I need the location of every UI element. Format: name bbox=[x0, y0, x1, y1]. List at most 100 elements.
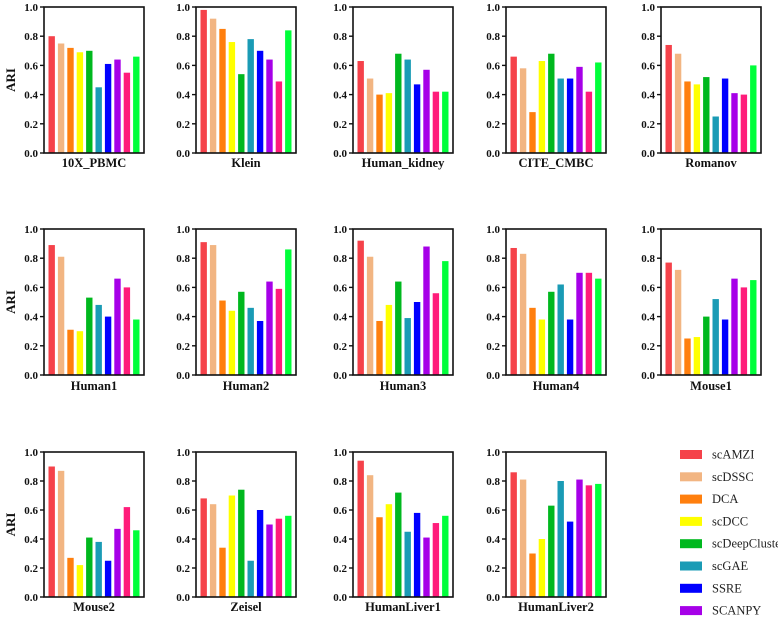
bar-scanpy bbox=[731, 93, 738, 153]
y-tick-label: 0.2 bbox=[333, 563, 347, 575]
panel-title: Klein bbox=[231, 156, 260, 170]
y-tick-label: 0.2 bbox=[176, 119, 190, 131]
y-tick-label: 0.8 bbox=[333, 253, 347, 265]
bar-scgae bbox=[404, 531, 411, 597]
y-tick-label: 1.0 bbox=[176, 447, 190, 459]
bar-scanpy bbox=[423, 246, 430, 375]
y-tick-label: 0.0 bbox=[176, 148, 190, 160]
bar-scea bbox=[595, 483, 602, 597]
y-tick-label: 0.2 bbox=[486, 563, 500, 575]
bar-ssre bbox=[256, 50, 264, 153]
y-tick-label: 0.6 bbox=[333, 60, 347, 72]
bar-scanpy bbox=[114, 528, 121, 597]
y-tick-label: 0.8 bbox=[641, 31, 655, 43]
y-tick-label: 0.6 bbox=[24, 282, 38, 294]
bar-ssre bbox=[721, 78, 729, 153]
y-tick-label: 0.6 bbox=[24, 505, 38, 517]
bar-scdssc bbox=[366, 256, 374, 375]
bar-scdcc bbox=[538, 61, 546, 153]
y-tick-label: 1.0 bbox=[641, 2, 655, 14]
bar-scdcc bbox=[385, 304, 393, 375]
panel-mouse2: 0.0 0.2 0.4 0.6 0.8 1.0 Mouse2 ARI bbox=[3, 447, 145, 614]
plot-frame bbox=[352, 228, 454, 376]
y-tick-label: 0.6 bbox=[176, 505, 190, 517]
bar-dca bbox=[67, 329, 74, 375]
y-tick-label: 0.8 bbox=[176, 253, 190, 265]
y-tick-label: 1.0 bbox=[486, 2, 500, 14]
y-tick-label: 0.8 bbox=[333, 476, 347, 488]
bar-scdeepcluster bbox=[395, 492, 402, 597]
y-tick-label: 0.6 bbox=[486, 60, 500, 72]
panel-title: Human_kidney bbox=[362, 156, 445, 170]
y-tick-label: 0.0 bbox=[333, 148, 347, 160]
legend-swatch bbox=[680, 561, 702, 571]
y-tick-label: 0.8 bbox=[486, 476, 500, 488]
bar-scea bbox=[133, 56, 140, 153]
bar-scdeepcluster bbox=[86, 297, 93, 375]
bar-scanpy bbox=[576, 272, 583, 375]
bar-dca bbox=[529, 553, 536, 597]
y-tick-label: 0.2 bbox=[641, 119, 655, 131]
bar-ssre bbox=[566, 78, 574, 153]
bar-scdcc bbox=[76, 331, 84, 375]
bar-scdeepcluster bbox=[238, 74, 245, 153]
bar-dca bbox=[67, 557, 74, 597]
y-tick-label: 0.4 bbox=[176, 312, 190, 324]
bar-seurat bbox=[740, 287, 748, 375]
bar-scea bbox=[285, 30, 292, 153]
bar-seurat bbox=[585, 91, 593, 153]
legend-item-scamzi: scAMZI bbox=[680, 448, 754, 462]
panel-title: Human3 bbox=[380, 379, 427, 393]
y-tick-label: 0.8 bbox=[641, 253, 655, 265]
panel-title: CITE_CMBC bbox=[518, 156, 593, 170]
bar-scanpy bbox=[576, 479, 583, 597]
bar-scdssc bbox=[57, 470, 65, 597]
y-tick-label: 0.0 bbox=[486, 592, 500, 604]
y-tick-label: 0.4 bbox=[333, 312, 347, 324]
bar-scgae bbox=[557, 284, 564, 375]
bar-ssre bbox=[104, 63, 112, 153]
y-tick-label: 0.8 bbox=[176, 476, 190, 488]
y-tick-label: 0.2 bbox=[24, 119, 38, 131]
bar-scea bbox=[442, 261, 449, 375]
bar-scgae bbox=[557, 78, 564, 153]
legend-swatch bbox=[680, 450, 702, 459]
bar-seurat bbox=[123, 72, 131, 153]
y-tick-label: 0.4 bbox=[486, 312, 500, 324]
y-tick-label: 0.2 bbox=[176, 563, 190, 575]
plot-frame bbox=[43, 451, 145, 598]
y-tick-label: 0.0 bbox=[333, 592, 347, 604]
legend-label: scAMZI bbox=[712, 448, 754, 462]
bar-scanpy bbox=[266, 59, 273, 154]
bar-scea bbox=[442, 91, 449, 153]
bar-scdeepcluster bbox=[86, 537, 93, 597]
y-tick-label: 0.4 bbox=[333, 534, 347, 546]
bar-seurat bbox=[123, 287, 131, 375]
y-tick-label: 0.6 bbox=[176, 282, 190, 294]
bar-scdssc bbox=[674, 269, 682, 375]
y-tick-label: 1.0 bbox=[333, 224, 347, 236]
bar-scdcc bbox=[76, 565, 84, 597]
legend-label: DCA bbox=[712, 492, 738, 506]
panel-romanov: 0.0 0.2 0.4 0.6 0.8 1.0 Romanov bbox=[641, 2, 762, 170]
panel-title: 10X_PBMC bbox=[62, 156, 127, 170]
panel-title: HumanLiver1 bbox=[365, 600, 441, 614]
bar-scanpy bbox=[576, 66, 583, 153]
bar-scgae bbox=[404, 318, 411, 375]
y-tick-label: 1.0 bbox=[24, 2, 38, 14]
bar-scea bbox=[285, 249, 292, 375]
bar-scea bbox=[750, 280, 757, 375]
y-tick-label: 1.0 bbox=[24, 447, 38, 459]
y-tick-label: 0.0 bbox=[641, 148, 655, 160]
bar-scdssc bbox=[519, 68, 527, 153]
bar-scea bbox=[133, 319, 140, 375]
bar-scamzi bbox=[357, 240, 364, 375]
y-tick-label: 0.0 bbox=[486, 370, 500, 382]
bar-scdeepcluster bbox=[703, 316, 710, 375]
plot-frame bbox=[352, 6, 454, 154]
y-tick-label: 0.2 bbox=[333, 119, 347, 131]
bar-dca bbox=[219, 300, 226, 375]
y-tick-label: 0.4 bbox=[24, 90, 38, 102]
y-tick-label: 0.0 bbox=[333, 370, 347, 382]
bar-scgae bbox=[404, 59, 411, 154]
